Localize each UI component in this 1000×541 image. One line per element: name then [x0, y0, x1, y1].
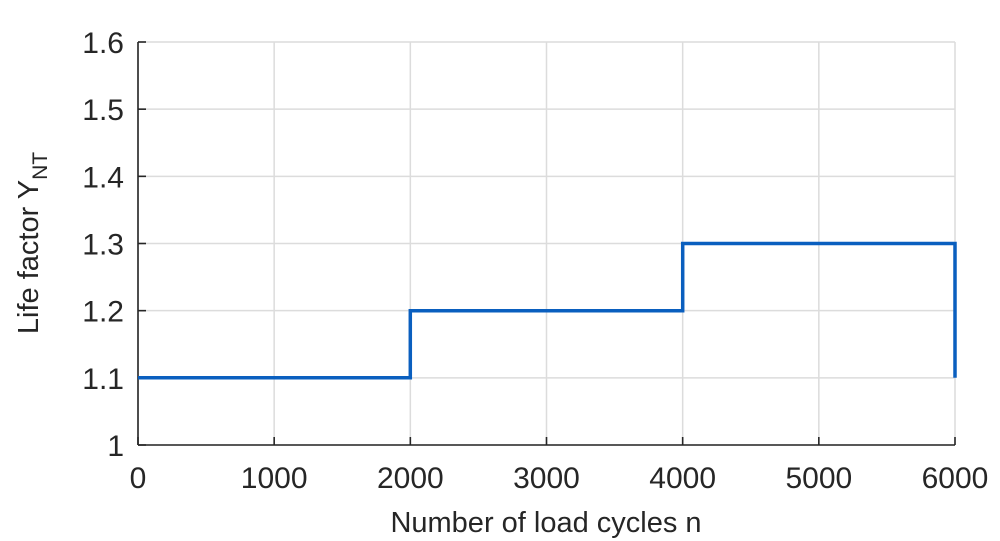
y-tick-labels: 1 1.1 1.2 1.3 1.4 1.5 1.6 — [82, 27, 124, 463]
y-axis-label-subscript: NT — [29, 152, 52, 180]
y-axis-label: Life factor YNT — [13, 152, 52, 334]
x-axis-label: Number of load cycles n — [390, 507, 701, 539]
data-series — [138, 241, 957, 380]
y-tick-label: 1.1 — [82, 363, 124, 396]
x-tick-label: 3000 — [513, 462, 580, 495]
y-tick-label: 1.2 — [82, 296, 124, 329]
x-tick-label: 2000 — [377, 462, 444, 495]
y-axis-label-main: Life factor Y — [13, 180, 45, 334]
series-line — [138, 241, 957, 380]
y-tick-label: 1.5 — [82, 94, 124, 127]
x-tick-label: 5000 — [785, 462, 852, 495]
y-tick-label: 1.3 — [82, 229, 124, 262]
x-tick-label: 0 — [130, 462, 147, 495]
y-tick-label: 1.4 — [82, 161, 124, 194]
x-tick-label: 6000 — [922, 462, 989, 495]
y-tick-label: 1.6 — [82, 27, 124, 60]
y-tick-label: 1 — [107, 430, 124, 463]
x-tick-label: 1000 — [241, 462, 308, 495]
x-tick-label: 4000 — [649, 462, 716, 495]
x-tick-labels: 0 1000 2000 3000 4000 5000 6000 — [130, 462, 989, 495]
